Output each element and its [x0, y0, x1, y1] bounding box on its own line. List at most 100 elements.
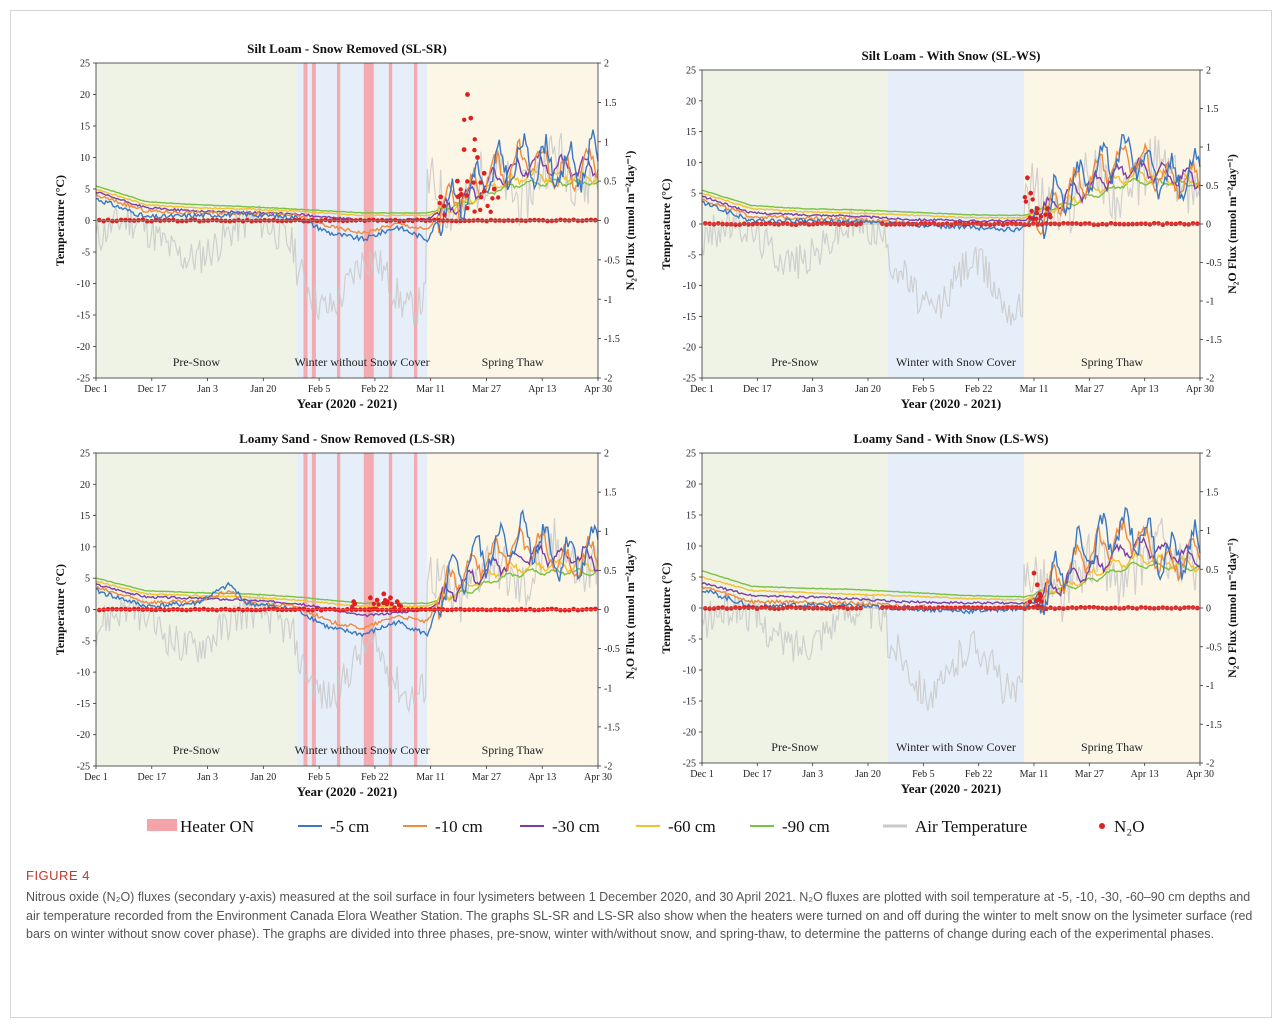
- x-tick-label: Jan 3: [197, 384, 218, 395]
- chart-panel-1: 25 20 15 10 5 0 -5 -10 -15 -20 -25 2 1.5 1 0.5 0 -0.5 -1 -…: [53, 41, 637, 411]
- panel-title: Loamy Sand - Snow Removed (LS-SR): [239, 431, 455, 446]
- n2o-point: [1044, 221, 1049, 226]
- n2o-point: [1160, 605, 1166, 610]
- n2o-point: [350, 605, 355, 610]
- n2o-point: [432, 217, 437, 223]
- phase-label: Winter with Snow Cover: [896, 355, 1016, 369]
- x-tick-label: Feb 5: [308, 384, 331, 395]
- n2o-point: [175, 218, 180, 224]
- chart-panel-2: 25 20 15 10 5 0 -5 -10 -15 -20 -25 2 1.5 1 0.5 0 -0.5 -1 -…: [659, 48, 1239, 411]
- y-tick-label: 5: [85, 574, 90, 585]
- legend-label: N₂O: [1114, 817, 1144, 836]
- x-tick-label: Mar 11: [416, 772, 445, 783]
- n2o-point: [1091, 222, 1097, 227]
- n2o-point: [149, 218, 154, 224]
- n2o-point: [785, 605, 790, 610]
- series-line-60cm: [95, 556, 599, 608]
- n2o-point: [392, 217, 398, 223]
- y-tick-label: -5: [82, 248, 90, 259]
- series-line-60cm: [701, 167, 1201, 220]
- n2o-point: [468, 115, 474, 121]
- n2o-point: [249, 218, 254, 224]
- n2o-point: [918, 605, 924, 610]
- n2o-point: [1190, 605, 1196, 610]
- y-tick-label: 20: [686, 96, 696, 107]
- n2o-point: [481, 170, 487, 176]
- legend-item-d90: -90 cm: [750, 817, 830, 836]
- n2o-point: [1177, 221, 1183, 226]
- x-tick-label: Apr 30: [1186, 769, 1214, 780]
- y-tick-label: -25: [683, 759, 696, 770]
- n2o-point: [888, 222, 894, 227]
- x-axis-label: Year (2020 - 2021): [297, 784, 398, 799]
- n2o-point: [1047, 212, 1053, 217]
- n2o-point: [923, 606, 928, 611]
- y-tick-label: -25: [77, 374, 90, 385]
- n2o-point: [1108, 221, 1114, 226]
- n2o-point: [737, 222, 743, 227]
- n2o-point: [410, 218, 415, 224]
- n2o-point: [798, 221, 803, 226]
- x-tick-label: Dec 1: [84, 384, 108, 395]
- n2o-point: [1156, 221, 1161, 226]
- x-tick-label: Jan 3: [197, 772, 218, 783]
- n2o-point: [724, 606, 730, 611]
- n2o-point: [1034, 216, 1039, 221]
- n2o-point: [789, 222, 794, 227]
- phase-label: Pre-Snow: [771, 740, 819, 754]
- n2o-point: [1029, 208, 1034, 214]
- n2o-point: [841, 605, 846, 610]
- x-tick-label: Dec 1: [690, 384, 714, 395]
- n2o-point: [414, 217, 420, 223]
- n2o-point: [1022, 606, 1027, 611]
- n2o-point: [310, 607, 315, 613]
- n2o-point: [162, 607, 167, 613]
- x-tick-label: Dec 1: [690, 769, 714, 780]
- y-tick-label: 15: [686, 127, 696, 138]
- n2o-point: [1039, 222, 1045, 227]
- n2o-point: [376, 602, 381, 607]
- y2-tick-label: 2: [1206, 66, 1211, 77]
- y2-tick-label: -1: [1206, 297, 1214, 308]
- y-tick-label: -25: [77, 762, 90, 773]
- n2o-point: [464, 193, 469, 198]
- n2o-point: [1095, 222, 1101, 227]
- y-tick-label: 10: [686, 158, 696, 169]
- phase-label: Spring Thaw: [1081, 355, 1143, 369]
- y-tick-label: -10: [683, 281, 696, 292]
- n2o-point: [401, 218, 407, 224]
- n2o-point: [914, 222, 920, 227]
- n2o-point: [711, 606, 717, 611]
- n2o-point: [1104, 222, 1109, 227]
- x-tick-label: Jan 20: [855, 384, 881, 395]
- x-tick-label: Feb 22: [965, 769, 993, 780]
- n2o-point: [266, 606, 272, 612]
- y-tick-label: 0: [691, 604, 696, 615]
- n2o-point: [828, 606, 833, 611]
- n2o-point: [1027, 599, 1033, 605]
- n2o-point: [1031, 221, 1036, 226]
- n2o-point: [358, 217, 363, 223]
- n2o-point: [836, 222, 842, 227]
- n2o-point: [438, 194, 444, 200]
- n2o-point: [571, 217, 576, 223]
- figure-caption: Nitrous oxide (N₂O) fluxes (secondary y-…: [26, 890, 1253, 941]
- y-tick-label: 0: [691, 220, 696, 231]
- n2o-point: [776, 222, 781, 227]
- n2o-point: [566, 607, 572, 613]
- n2o-point: [214, 607, 220, 613]
- y2-tick-label: -1.5: [604, 334, 620, 345]
- y2-tick-label: -1.5: [1206, 720, 1222, 731]
- n2o-point: [793, 222, 799, 227]
- x-tick-label: Jan 20: [855, 769, 881, 780]
- y2-axis-label: N₂O Flux (mmol m⁻²day⁻¹): [1225, 538, 1239, 678]
- n2o-point: [1061, 606, 1066, 611]
- n2o-point: [1061, 221, 1066, 226]
- n2o-point: [1138, 605, 1144, 610]
- series-line-90cm: [701, 177, 1201, 217]
- n2o-point: [236, 606, 241, 612]
- legend: Heater ON -5 cm -10 cm -30 cm -60 cm -90 cm Ai…: [147, 817, 1144, 836]
- n2o-point: [936, 222, 941, 227]
- n2o-point: [532, 607, 537, 613]
- y-tick-label: 25: [686, 66, 696, 77]
